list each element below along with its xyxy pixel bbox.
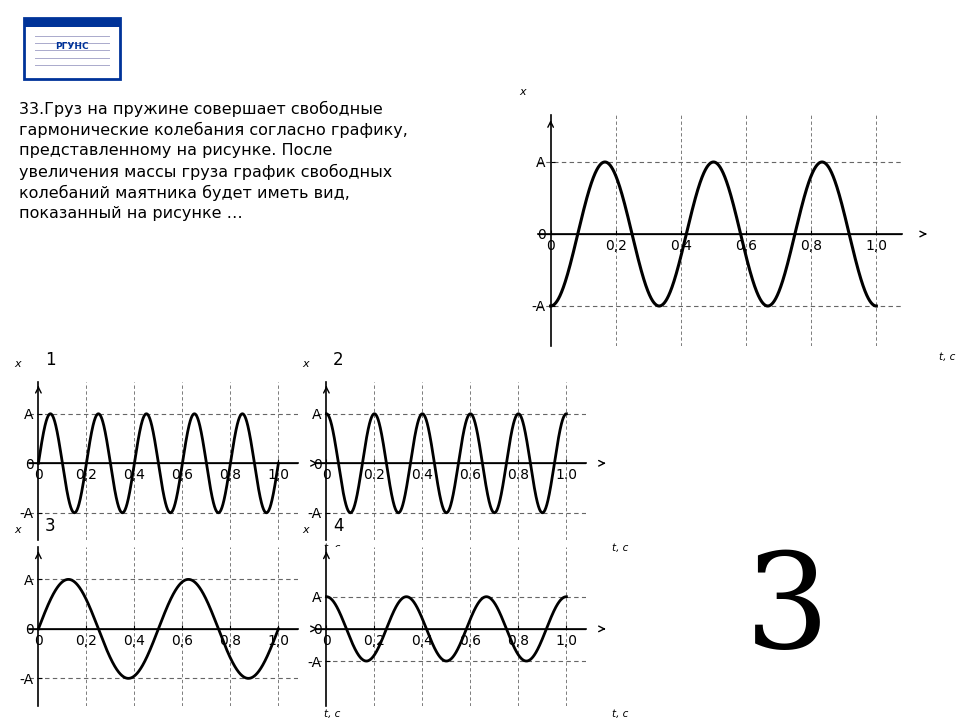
Text: x: x xyxy=(519,87,526,96)
Text: 4: 4 xyxy=(333,516,344,534)
Text: 3: 3 xyxy=(745,547,829,677)
Bar xyxy=(25,18,120,27)
Text: РГУНС: РГУНС xyxy=(55,42,89,51)
Text: 1: 1 xyxy=(45,351,56,369)
Bar xyxy=(25,18,120,79)
Text: x: x xyxy=(14,359,21,369)
Text: t, с: t, с xyxy=(939,352,955,362)
Text: t, с: t, с xyxy=(324,543,341,553)
Text: 33.Груз на пружине совершает свободные
гармонические колебания согласно графику,: 33.Груз на пружине совершает свободные г… xyxy=(19,101,408,221)
Text: x: x xyxy=(14,525,21,534)
Text: t, с: t, с xyxy=(612,708,629,719)
Text: 3: 3 xyxy=(45,516,56,534)
Text: 2: 2 xyxy=(333,351,344,369)
Text: t, с: t, с xyxy=(612,543,629,553)
Text: t, с: t, с xyxy=(324,708,341,719)
Text: x: x xyxy=(302,359,309,369)
Text: x: x xyxy=(302,525,309,534)
